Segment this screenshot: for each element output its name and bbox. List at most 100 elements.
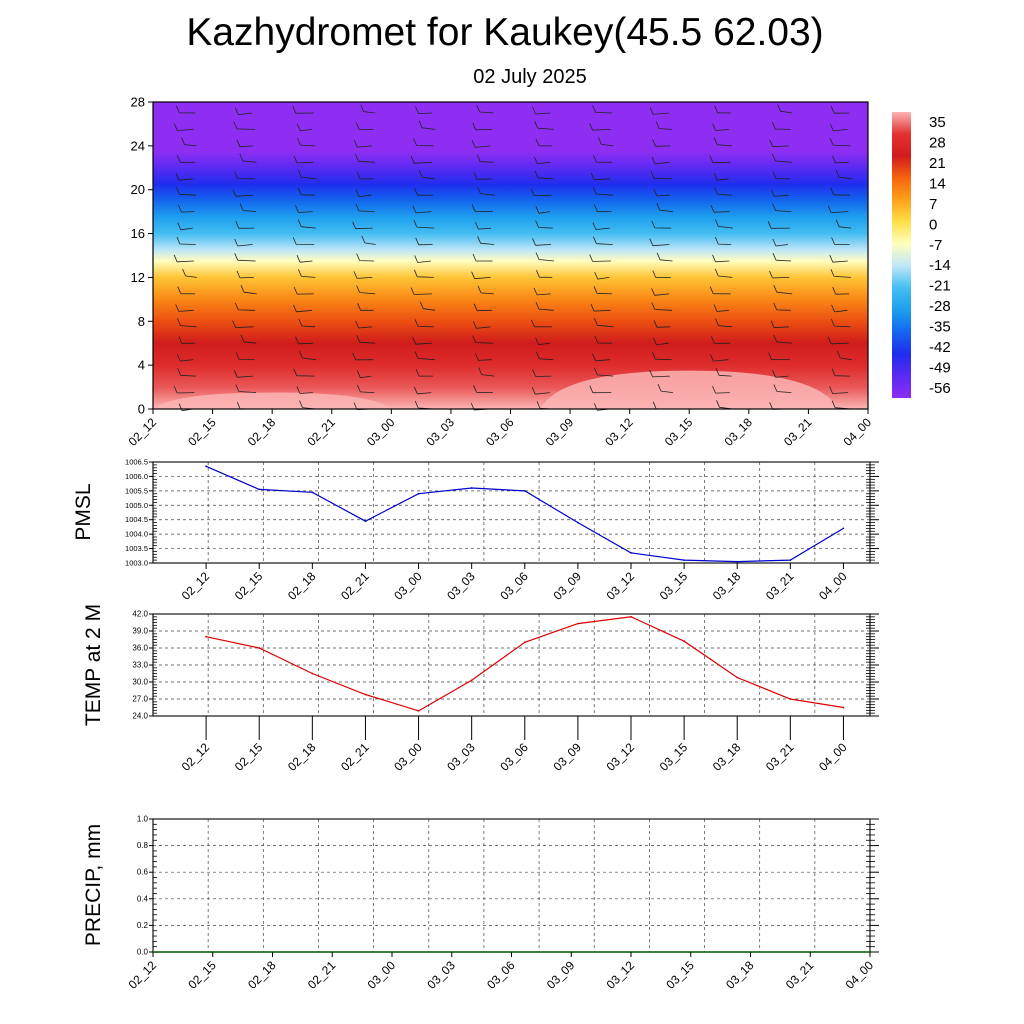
wind-barb: [772, 253, 792, 262]
wind-barb: [589, 385, 612, 394]
wind-barb: [355, 122, 374, 130]
wind-barb: [296, 255, 313, 263]
wind-barb: [355, 189, 372, 198]
wind-barb: [592, 222, 610, 230]
y-tick-label: 1003.0: [125, 559, 148, 568]
wind-barb: [356, 370, 372, 379]
temp-data-point: [736, 676, 739, 679]
wind-barb: [714, 219, 733, 229]
wind-barb: [594, 367, 614, 377]
wind-barb: [592, 105, 613, 114]
wind-barb: [770, 320, 789, 329]
y-tick-label: 42.0: [132, 610, 148, 619]
wind-barb: [535, 252, 555, 262]
chart-subtitle: 02 July 2025: [473, 66, 587, 88]
wind-barb: [234, 253, 256, 262]
x-tick-label: 02_12: [126, 958, 160, 992]
wind-barb: [829, 255, 848, 263]
y-tick-label: 0.6: [137, 868, 149, 877]
wind-barb: [175, 105, 196, 114]
wind-barb: [589, 254, 611, 262]
temp-data-point: [470, 679, 473, 682]
wind-barb: [297, 169, 317, 180]
wind-barb: [531, 319, 552, 328]
temp-data-point: [630, 615, 632, 618]
heatmap-field: [153, 102, 868, 409]
wind-barb: [357, 303, 374, 311]
wind-barb: [714, 105, 731, 114]
y-tick-label: 24.0: [132, 712, 148, 721]
wind-barb: [650, 171, 672, 180]
wind-barb: [769, 270, 790, 279]
y-tick-label: 0.0: [137, 948, 149, 957]
wind-barb: [175, 173, 194, 181]
y-tick-label: 24: [131, 138, 145, 153]
x-tick-label: 03_06: [497, 569, 531, 603]
colorbar-label: 21: [929, 155, 946, 172]
wind-barb: [594, 204, 612, 213]
wind-barb: [178, 204, 195, 213]
wind-barb: [533, 287, 551, 296]
x-tick-label: 03_09: [551, 569, 585, 603]
wind-barb: [831, 368, 851, 377]
y-tick-label: 28: [131, 95, 145, 110]
x-tick-label: 04_00: [841, 415, 875, 449]
pmsl-data-point: [683, 559, 685, 561]
x-tick-label: 03_15: [657, 740, 691, 774]
pmsl-data-point: [258, 488, 261, 491]
wind-barb: [356, 384, 375, 393]
pmsl-plot: 1003.0 1003.5 1004.0 1004.5 1005.0 1005.5 1006…: [125, 458, 879, 603]
chart-title: Kazhydromet for Kaukey(45.5 62.03): [186, 11, 824, 54]
x-tick-label: 02_21: [304, 415, 338, 449]
wind-barb: [712, 385, 730, 394]
wind-barb: [295, 205, 313, 213]
x-tick-label: 03_06: [497, 740, 531, 774]
wind-barb: [651, 302, 673, 311]
wind-barb: [410, 156, 432, 164]
wind-barb: [471, 271, 491, 280]
colorbar-label: 0: [929, 216, 937, 233]
x-tick-label: 03_15: [662, 415, 696, 449]
y-tick-label: 1004.5: [125, 515, 148, 524]
wind-barb: [234, 302, 256, 311]
wind-barb: [473, 385, 493, 393]
wind-barb: [649, 369, 670, 378]
wind-barb: [832, 155, 849, 164]
y-tick-label: 1005.5: [125, 486, 148, 495]
wind-barb: [476, 154, 494, 163]
wind-barb: [176, 187, 197, 196]
x-tick-label: 02_15: [185, 415, 219, 449]
x-tick-label: 02_15: [232, 569, 266, 603]
temp-data-point: [683, 640, 685, 643]
wind-barb: [830, 269, 851, 278]
warm-surface-band: [540, 370, 839, 409]
wind-barb: [239, 153, 257, 163]
wind-barb: [292, 106, 314, 114]
wind-barb: [353, 139, 372, 148]
wind-barb: [352, 352, 374, 361]
wind-barb: [829, 137, 851, 147]
colorbar-label: -35: [929, 319, 951, 336]
wind-barb: [651, 156, 669, 165]
temp-data-point: [205, 635, 208, 638]
temp-data-point: [364, 693, 367, 696]
temp-ylabel: TEMP at 2 M: [82, 604, 105, 726]
wind-barb: [478, 367, 495, 377]
wind-barb: [593, 154, 612, 163]
colorbar-label: -49: [929, 359, 951, 376]
x-tick-label: 03_21: [781, 415, 815, 449]
wind-barb: [419, 301, 436, 311]
wind-barb: [715, 318, 733, 328]
wind-barb: [473, 321, 491, 329]
wind-barb: [656, 203, 673, 212]
colorbar-label: -42: [929, 339, 951, 356]
x-tick-label: 03_06: [484, 958, 518, 992]
y-tick-label: 16: [131, 226, 145, 241]
wind-barb: [772, 238, 789, 247]
wind-barb: [240, 334, 257, 344]
wind-barb: [829, 386, 849, 394]
pmsl-data-point: [364, 520, 367, 523]
plot-frame: [152, 818, 871, 953]
wind-barb: [352, 221, 373, 230]
